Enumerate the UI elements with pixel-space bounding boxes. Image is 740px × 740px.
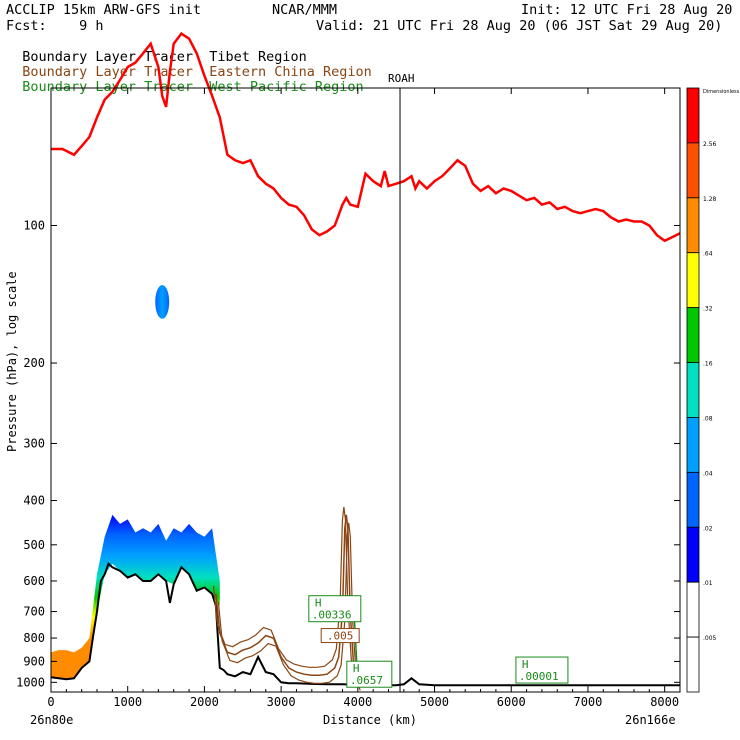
colorbar-swatch-8	[686, 526, 700, 583]
annotation-symbol-2: H	[353, 662, 360, 675]
y-tick-label-3: 400	[23, 494, 45, 508]
y-tick-label-9: 1000	[16, 675, 45, 689]
annotation-box-1	[320, 628, 360, 644]
x-tick-label-1: 1000	[113, 695, 142, 709]
series-contour-1-1	[217, 522, 361, 691]
annotation-value-1: .005	[327, 630, 354, 643]
y-tick-label-8: 900	[23, 654, 45, 668]
colorbar-swatch-10	[686, 636, 700, 693]
x-tick-label-8: 8000	[650, 695, 679, 709]
colorbar-label-8: .02	[703, 525, 713, 532]
annotation-symbol-0: H	[315, 597, 322, 610]
valid-time: Valid: 21 UTC Fri 28 Aug 20 (06 JST Sat …	[316, 18, 723, 34]
y-tick-label-7: 800	[23, 631, 45, 645]
x-tick-label-4: 4000	[343, 695, 372, 709]
series-line-1	[215, 514, 359, 683]
colorbar-label-5: .16	[703, 361, 713, 368]
colorbar-label-7: .04	[703, 470, 713, 477]
colorbar-label-4: .32	[703, 306, 713, 313]
plot-frame	[50, 87, 681, 693]
series-contour-1-0	[212, 506, 356, 675]
legend-region: West Pacific Region	[209, 79, 364, 95]
vertical-marker-label: ROAH	[388, 72, 415, 85]
x-tick-label-6: 6000	[497, 695, 526, 709]
y-tick-label-5: 600	[23, 574, 45, 588]
colorbar-label-10: .005	[703, 635, 717, 642]
colorbar-swatch-5	[686, 362, 700, 418]
colorbar-swatch-2	[686, 197, 700, 254]
colorbar-swatch-6	[686, 417, 700, 473]
colorbar-swatch-9	[686, 581, 700, 638]
y-axis-label: Pressure (hPa), log scale	[5, 271, 19, 452]
annotation-symbol-3: H	[522, 658, 529, 671]
y-tick-label-2: 300	[23, 436, 45, 450]
forecast-hour: Fcst: 9 h	[6, 18, 104, 34]
y-tick-label-6: 700	[23, 605, 45, 619]
x-tick-label-0: 0	[47, 695, 54, 709]
legend-region: Tibet Region	[209, 49, 307, 65]
colorbar-label-9: .01	[703, 580, 713, 587]
colorbar-swatch-0	[686, 87, 700, 144]
annotation-value-0: .00336	[312, 609, 352, 622]
colorbar-swatch-4	[686, 307, 700, 363]
x-tick-label-7: 7000	[573, 695, 602, 709]
legend-region: Eastern China Region	[209, 64, 372, 80]
y-tick-label-4: 500	[23, 538, 45, 552]
model-title: ACCLIP 15km ARW-GFS init	[6, 2, 202, 18]
legend-item-tibet: Boundary Layer Tracer Tibet Region	[6, 36, 307, 64]
colorbar-label-6: .08	[703, 415, 713, 422]
x-tick-label-3: 3000	[267, 695, 296, 709]
x-tick-label-2: 2000	[190, 695, 219, 709]
colorbar-swatch-1	[686, 142, 700, 199]
legend-prefix: Boundary Layer Tracer	[22, 64, 193, 80]
colorbar-label-2: 1.28	[703, 196, 717, 203]
org-title: NCAR/MMM	[272, 2, 338, 18]
tracer-shading-tibet	[51, 514, 220, 680]
y-tick-label-1: 200	[23, 356, 45, 370]
colorbar-label-1: 2.56	[703, 141, 717, 148]
colorbar-swatch-3	[686, 252, 700, 309]
init-time: Init: 12 UTC Fri 28 Aug 20	[521, 2, 733, 18]
x-axis-label: Distance (km)	[323, 713, 417, 727]
annotation-value-2: .0657	[350, 674, 383, 687]
annotation-box-0	[308, 595, 362, 623]
x-endpoint-left: 26n80e	[30, 713, 74, 727]
annotation-value-3: .00001	[519, 670, 559, 683]
tropopause-line	[51, 31, 681, 243]
colorbar-label-3: .64	[703, 251, 713, 258]
annotation-box-3	[515, 656, 569, 684]
tracer-blob	[155, 285, 170, 319]
x-endpoint-right: 26n166e	[625, 713, 676, 727]
y-tick-label-0: 100	[23, 219, 45, 233]
x-tick-label-5: 5000	[420, 695, 449, 709]
legend-prefix: Boundary Layer Tracer	[22, 49, 193, 65]
colorbar-label-0: Dimensionless	[703, 89, 740, 95]
annotation-box-2	[346, 660, 393, 688]
legend-item-eastern-china: Boundary Layer Tracer Eastern China Regi…	[6, 51, 372, 79]
colorbar-swatch-7	[686, 471, 700, 528]
